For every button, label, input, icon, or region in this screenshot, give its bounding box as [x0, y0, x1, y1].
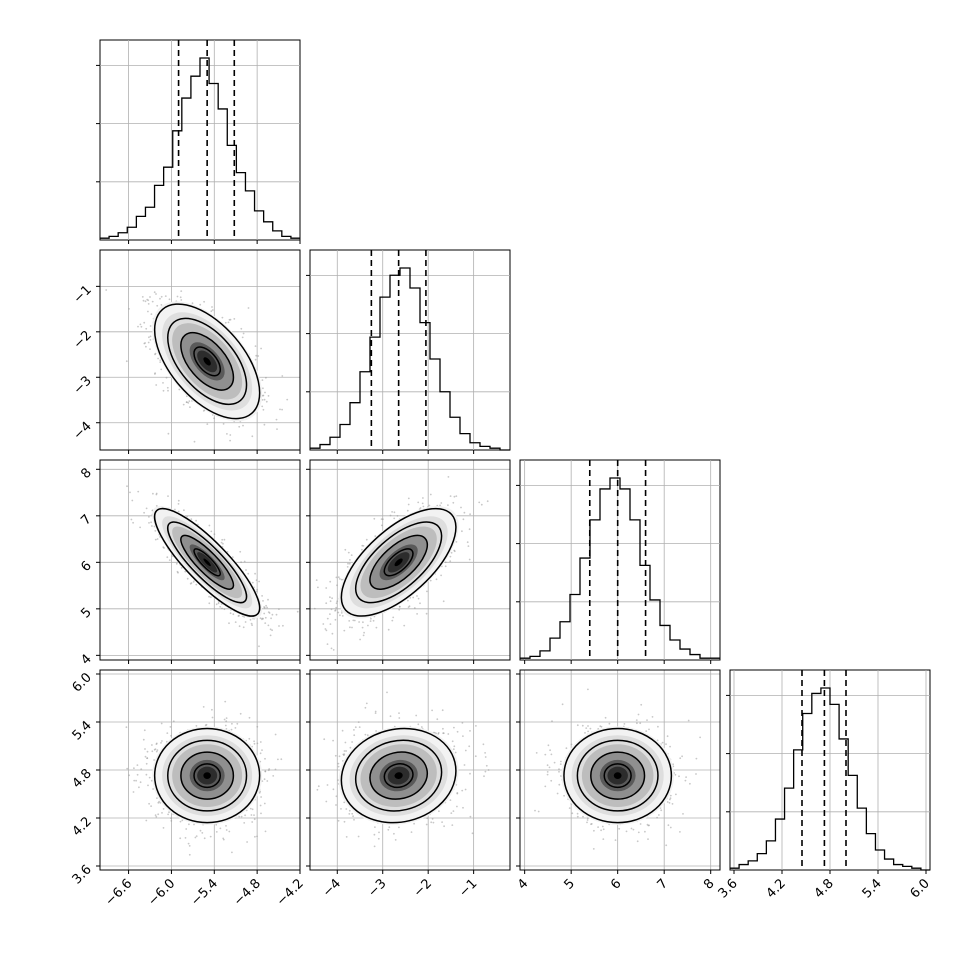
- x-tick-label: 6.0: [908, 876, 933, 901]
- x-tick-label: −6.6: [102, 876, 135, 909]
- panel-frame: [99, 459, 301, 661]
- y-tick-label: 4.8: [70, 766, 95, 791]
- x-tick-label: −6.0: [145, 876, 178, 909]
- contour-line-1: [590, 751, 646, 800]
- density-fill: [394, 772, 403, 779]
- x-tick-label: −1: [456, 876, 480, 900]
- x-tick-label: −4.8: [231, 876, 264, 909]
- y-tick-label: 7: [78, 512, 94, 528]
- contour-line-2: [576, 739, 659, 812]
- x-tick-label: −5.4: [188, 876, 221, 909]
- panel-frame: [99, 249, 301, 451]
- x-tick-label: 6: [608, 876, 624, 892]
- contour-line-0: [193, 548, 222, 577]
- contour-line-1: [180, 534, 235, 590]
- y-tick-label: 6: [78, 559, 94, 575]
- x-tick-label: 4.8: [812, 876, 837, 901]
- density-fill: [203, 772, 211, 779]
- y-tick-label: −1: [71, 283, 95, 307]
- scatter-panel-2-3: [519, 669, 721, 871]
- y-tick-label: 4.2: [70, 814, 95, 839]
- x-tick-label: 5.4: [860, 876, 885, 901]
- scatter-panel-0-2: [99, 459, 301, 661]
- panel-frame: [309, 459, 511, 661]
- panel-frame: [99, 39, 301, 241]
- x-tick-label: −4.2: [274, 876, 307, 909]
- contour-line-3: [153, 507, 261, 617]
- contour-line-0: [383, 548, 414, 577]
- contour-line-3: [340, 507, 457, 617]
- contour-line-2: [167, 739, 248, 812]
- contour-line-1: [369, 534, 429, 590]
- density-fill: [203, 558, 211, 567]
- histogram-step: [730, 687, 930, 871]
- contour-line-0: [193, 763, 222, 789]
- y-tick-label: −3: [71, 373, 95, 397]
- scatter-panel-1-2: [309, 459, 511, 661]
- density-fill: [394, 558, 403, 567]
- contour-line-3: [153, 727, 261, 824]
- contour-line-3: [153, 303, 261, 420]
- density-fill: [203, 357, 211, 366]
- y-tick-label: 6.0: [70, 670, 95, 695]
- histogram-step: [100, 57, 300, 239]
- y-tick-label: 5: [78, 605, 94, 621]
- panel-frame: [519, 459, 721, 661]
- y-tick-label: 5.4: [70, 718, 95, 743]
- histogram-panel-3: [726, 669, 931, 871]
- histogram-panel-0: [96, 39, 301, 241]
- y-tick-label: 4: [78, 652, 94, 668]
- histogram-panel-1: [306, 249, 511, 451]
- contour-line-2: [167, 521, 248, 604]
- y-tick-label: −4: [71, 419, 95, 443]
- contour-line-3: [563, 727, 673, 824]
- x-tick-label: 4: [515, 876, 531, 892]
- histogram-step: [310, 267, 510, 451]
- histogram-panel-2: [516, 459, 721, 661]
- contour-line-2: [354, 739, 443, 812]
- x-tick-label: 5: [562, 876, 578, 892]
- y-tick-label: 8: [78, 466, 94, 482]
- contour-line-1: [180, 331, 235, 391]
- scatter-panel-1-3: [309, 669, 511, 871]
- y-tick-label: −2: [71, 328, 95, 352]
- histogram-step: [520, 477, 720, 659]
- panel-frame: [309, 249, 511, 451]
- contour-line-1: [369, 751, 429, 800]
- contour-line-0: [603, 763, 632, 789]
- contour-line-3: [340, 727, 457, 824]
- x-tick-label: −4: [320, 876, 344, 900]
- contour-line-0: [383, 763, 414, 789]
- density-fill: [613, 772, 622, 779]
- contour-line-2: [167, 317, 248, 406]
- x-tick-label: −3: [365, 876, 389, 900]
- contour-line-1: [180, 751, 235, 800]
- x-tick-label: 4.2: [764, 876, 789, 901]
- y-tick-label: 3.6: [70, 862, 95, 887]
- scatter-panel-0-1: [99, 249, 301, 451]
- x-tick-label: 7: [655, 876, 671, 892]
- x-tick-label: 3.6: [716, 876, 741, 901]
- contour-line-0: [193, 346, 222, 377]
- x-tick-label: −2: [411, 876, 435, 900]
- scatter-panel-0-3: [99, 669, 301, 871]
- contour-line-2: [354, 521, 443, 604]
